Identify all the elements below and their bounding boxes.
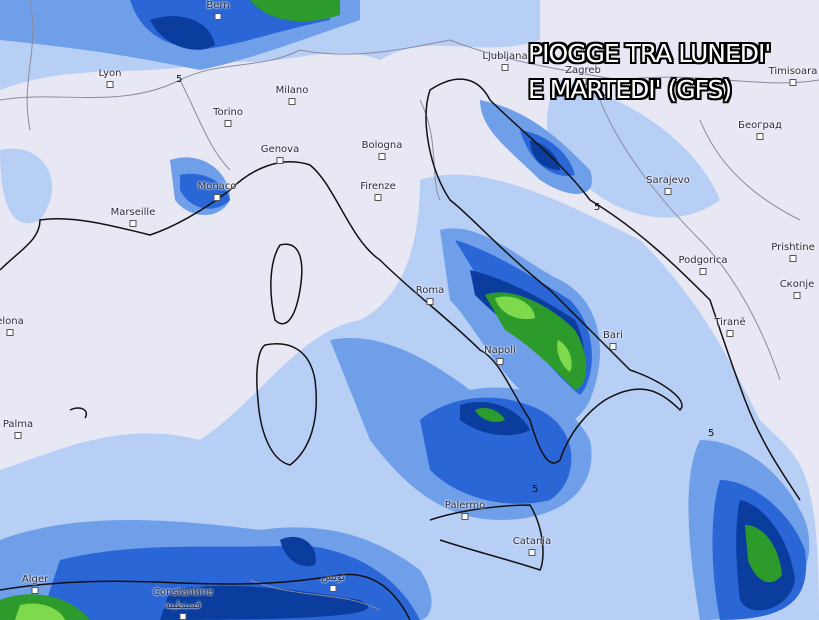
- city-label: Palermo: [444, 500, 486, 511]
- city-marker: [664, 188, 672, 195]
- isoline-label: 5: [532, 484, 538, 495]
- city-label: Скопје: [779, 279, 815, 290]
- city-marker: [106, 81, 114, 88]
- city-label: Sarajevo: [646, 175, 690, 186]
- city-label: قسنطينة: [164, 600, 202, 611]
- city-label: Podgorica: [678, 255, 728, 266]
- city-marker: [793, 292, 801, 299]
- city-marker: [699, 268, 707, 275]
- city-label: Roma: [415, 285, 445, 296]
- city-marker: [213, 194, 221, 201]
- isoline-label: 5: [708, 428, 714, 439]
- city-label: Tiranë: [714, 317, 746, 328]
- city-marker: [6, 329, 14, 336]
- isoline-label: 5: [594, 202, 600, 213]
- city-label: تونس: [321, 572, 345, 583]
- city-label: Bari: [603, 330, 623, 341]
- title-line-1: PIOGGE TRA LUNEDI': [528, 39, 771, 68]
- city-label: Torino: [213, 107, 243, 118]
- city-label: Alger: [21, 574, 49, 585]
- city-marker: [288, 98, 296, 105]
- city-marker: [579, 78, 587, 85]
- city-marker: [496, 358, 504, 365]
- city-label: Prishtine: [771, 242, 815, 253]
- city-marker: [528, 549, 536, 556]
- city-label: Monaco: [197, 181, 237, 192]
- city-label: Milano: [275, 85, 309, 96]
- city-label: Marseille: [110, 207, 156, 218]
- city-marker: [756, 133, 764, 140]
- city-label: Bern: [206, 0, 230, 11]
- city-marker: [461, 513, 469, 520]
- city-label: Bologna: [361, 140, 403, 151]
- city-label: Timisoara: [768, 66, 818, 77]
- isoline-label: 5: [176, 74, 182, 85]
- city-label: Constantine: [152, 587, 214, 598]
- city-marker: [276, 157, 284, 164]
- city-marker: [789, 255, 797, 262]
- city-label: elona: [0, 316, 24, 327]
- city-marker: [179, 613, 187, 620]
- city-marker: [501, 64, 509, 71]
- city-label: Ljubljana: [482, 51, 528, 62]
- city-marker: [426, 298, 434, 305]
- city-label: Београд: [738, 120, 782, 131]
- city-label: Napoli: [484, 345, 516, 356]
- city-marker: [726, 330, 734, 337]
- coastlines: [0, 78, 801, 620]
- city-marker: [789, 79, 797, 86]
- city-marker: [14, 432, 22, 439]
- city-label: Firenze: [360, 181, 396, 192]
- map-title: PIOGGE TRA LUNEDI' E MARTEDI' (GFS): [528, 36, 771, 108]
- city-label: Zagreb: [565, 65, 601, 76]
- city-marker: [378, 153, 386, 160]
- city-marker: [214, 13, 222, 20]
- city-marker: [374, 194, 382, 201]
- city-label: Palma: [2, 419, 34, 430]
- city-marker: [31, 587, 39, 594]
- city-marker: [224, 120, 232, 127]
- city-label: Catania: [512, 536, 552, 547]
- title-line-2: E MARTEDI' (GFS): [528, 75, 732, 104]
- city-label: Lyon: [98, 68, 122, 79]
- isoline-labels: 5 5 5 5: [176, 74, 714, 495]
- city-marker: [129, 220, 137, 227]
- rain-light-green: [15, 296, 572, 620]
- city-label: Genova: [260, 144, 300, 155]
- city-marker: [609, 343, 617, 350]
- city-marker: [329, 585, 337, 592]
